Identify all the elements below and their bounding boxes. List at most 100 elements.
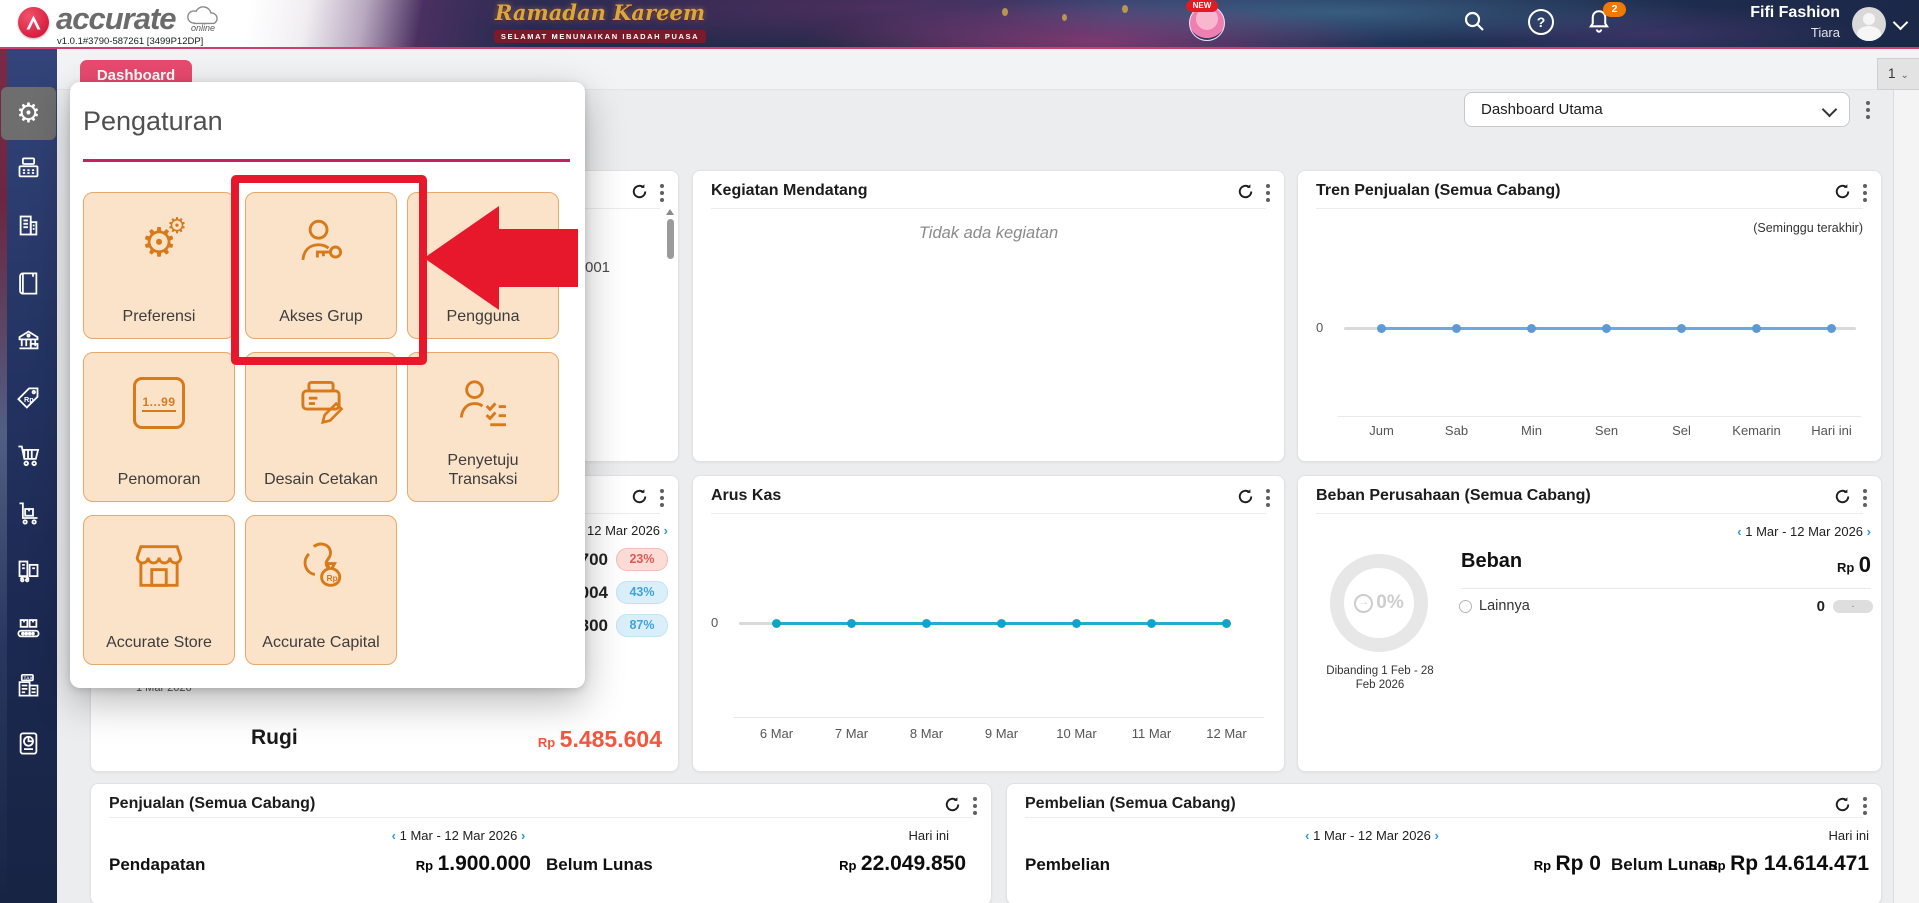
tile-akses-grup[interactable]: Akses Grup [245,192,397,339]
stat-row: 004 43% [580,581,668,604]
chevron-down-icon [1821,101,1838,118]
page-indicator-select[interactable]: 1 ⌄ [1877,58,1919,90]
refresh-icon[interactable] [944,796,961,818]
empty-state-text: Tidak ada kegiatan [918,224,1059,242]
widget-title: Tren Penjualan (Semua Cabang) [1316,182,1561,199]
company-name: Fifi Fashion [1750,4,1840,21]
sidebar-item-settings[interactable]: ⚙ [1,87,56,140]
tile-penomoran[interactable]: 1...99 Penomoran [83,352,235,502]
chart-line-lead [1344,327,1384,330]
user-avatar[interactable] [1852,7,1886,41]
tax-document-icon: TAX [18,673,39,697]
sidebar-item-manufacture[interactable] [0,602,57,655]
refresh-icon[interactable] [1834,183,1851,205]
tile-penyetuju-transaksi[interactable]: Penyetuju Transaksi [407,352,559,502]
kebab-menu-icon[interactable] [1863,488,1867,510]
chevron-right-icon[interactable]: › [1434,828,1439,843]
sidebar-item-bank[interactable] [0,314,57,367]
date-range[interactable]: ‹ 1 Mar - 12 Mar 2026 › [1305,828,1439,843]
x-axis-labels: Jum Sab Min Sen Sel Kemarin Hari ini [1369,423,1852,438]
accurate-logo-icon [18,7,49,38]
svg-text:Rp: Rp [24,395,34,404]
sidebar-item-inventory[interactable] [0,487,57,540]
chart-subtitle: (Seminggu terakhir) [1753,221,1863,235]
app-version: v1.0.1#3790-587261 [3499P12DP] [57,36,204,47]
kebab-menu-icon[interactable] [1266,488,1270,510]
sidebar-item-tax[interactable]: TAX [0,659,57,712]
dashboard-kebab-menu[interactable] [1866,101,1870,122]
refresh-icon[interactable] [1237,488,1254,510]
page-scrollbar-track[interactable] [1893,89,1919,903]
widget-title: Pembelian (Semua Cabang) [1025,795,1236,812]
lantern-decoration [1002,8,1008,16]
widget-pembelian: Pembelian (Semua Cabang) ‹ 1 Mar - 12 Ma… [1006,783,1882,903]
sidebar-item-company[interactable] [0,199,57,252]
tile-accurate-store[interactable]: Accurate Store [83,515,235,665]
tile-desain-cetakan[interactable]: Desain Cetakan [245,352,397,502]
currency-label: Rp [537,735,556,750]
notification-bell-icon[interactable] [1586,8,1612,41]
legend-bullet-icon [1459,599,1472,613]
date-range[interactable]: ‹ 1 Mar - 12 Mar 2026 › [391,828,526,843]
kebab-menu-icon[interactable] [1863,796,1867,818]
scroll-up-arrow-icon[interactable] [666,209,674,215]
sidebar-item-ledger[interactable] [0,257,57,310]
cloud-icon [184,4,224,33]
currency-label: Rp [1533,858,1552,873]
sidebar-item-cash-register[interactable] [0,142,57,195]
sidebar-item-reports[interactable] [0,717,57,770]
y-axis-zero-label: 0 [711,615,719,630]
page-indicator-value: 1 [1888,66,1896,81]
refresh-icon[interactable] [631,183,648,205]
chevron-right-icon[interactable]: › [521,828,526,843]
date-range[interactable]: ‹ 1 Mar - 12 Mar 2026 › [1737,524,1871,539]
chevron-left-icon[interactable]: ‹ [1737,524,1742,539]
kebab-menu-icon[interactable] [1266,183,1270,205]
chevron-right-icon[interactable]: › [663,523,668,538]
settings-gear-icon: ⚙ [16,98,41,128]
print-design-icon [246,369,396,437]
sidebar-item-sales-tag[interactable]: Rp [0,372,57,425]
value-group: Rp Rp 0 [1534,852,1601,876]
help-icon[interactable]: ? [1528,9,1554,35]
chevron-left-icon[interactable]: ‹ [1305,828,1310,843]
report-pie-chart-icon [19,732,38,755]
kebab-menu-icon[interactable] [973,796,977,818]
top-header: accurate online v1.0.1#3790-587261 [3499… [0,0,1919,48]
unpaid-value-group: Rp 22.049.850 [839,852,966,876]
tile-preferensi[interactable]: ⚙ ⚙ Preferensi [83,192,235,339]
widget-penjualan: Penjualan (Semua Cabang) ‹ 1 Mar - 12 Ma… [90,783,992,903]
chevron-right-icon[interactable]: › [1866,524,1871,539]
widget-scrollbar-thumb[interactable] [667,219,674,259]
legend-label: Lainnya [1479,598,1530,614]
sidebar-item-fixed-assets[interactable] [0,544,57,597]
kebab-menu-icon[interactable] [660,183,664,205]
banner-title: Ramadan Kareem [494,0,706,25]
total-value-group: Rp 0 [1837,552,1871,578]
refresh-icon[interactable] [631,488,648,510]
user-key-icon [246,209,396,277]
today-label: Hari ini [908,828,949,843]
chart-data-points [1377,324,1836,333]
refresh-icon[interactable] [1237,183,1254,205]
value-group: Rp 1.900.000 [416,852,531,876]
refresh-icon[interactable] [1834,488,1851,510]
percent-badge: 87% [616,614,668,637]
cash-register-icon [18,157,39,178]
refresh-icon[interactable] [1834,796,1851,818]
dashboard-selector-value: Dashboard Utama [1481,101,1603,118]
kebab-menu-icon[interactable] [660,488,664,510]
dashboard-selector[interactable]: Dashboard Utama [1464,92,1850,127]
price-tag-rp-icon: Rp [17,387,39,409]
capital-money-bag-icon: Rp [246,532,396,600]
value: 1.900.000 [437,852,531,875]
popup-title-underline [83,159,570,162]
sidebar-item-purchases[interactable] [0,429,57,482]
chevron-left-icon[interactable]: ‹ [391,828,396,843]
search-icon[interactable] [1462,9,1486,38]
new-badge: NEW [1186,0,1218,12]
tile-accurate-capital[interactable]: Rp Accurate Capital [245,515,397,665]
sidebar: ⚙ Rp TAX [0,49,57,903]
kebab-menu-icon[interactable] [1863,183,1867,205]
